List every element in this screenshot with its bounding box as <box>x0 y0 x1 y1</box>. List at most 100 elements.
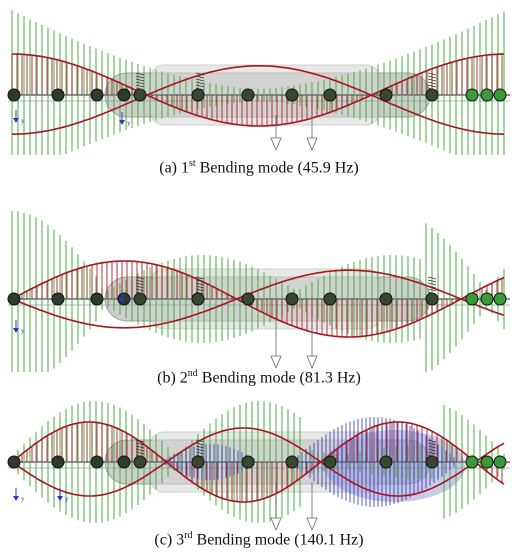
mode-caption-prefix: (c) 3 <box>154 531 185 549</box>
spring-coil <box>195 285 205 289</box>
shaft-node <box>465 292 479 306</box>
axis-triad-label: y <box>21 495 25 503</box>
shaft-node <box>90 292 104 306</box>
deformed-shape-curve-2 <box>11 427 505 497</box>
shaft-node <box>90 88 104 102</box>
mode-caption-rest: Bending mode (140.1 Hz) <box>196 531 364 549</box>
spring-coil <box>427 439 437 443</box>
mode-caption-3: (c) 3rd Bending mode (140.1 Hz) <box>0 530 518 549</box>
spring-coil <box>427 288 437 292</box>
spring-coil <box>195 78 205 82</box>
shaft-node <box>465 88 479 102</box>
spring-coil <box>195 445 205 449</box>
shaft-node <box>323 455 337 469</box>
deformed-shape-curve-2 <box>11 269 505 329</box>
spring-coil <box>135 285 145 289</box>
shaft-node <box>7 88 21 102</box>
spring-coil <box>135 81 145 85</box>
shaft-node <box>465 455 479 469</box>
mode-caption-1: (a) 1st Bending mode (45.9 Hz) <box>0 158 518 177</box>
spring-coil <box>135 276 145 280</box>
axis-triad-label: y <box>127 119 131 127</box>
load-arrow-head <box>270 517 282 532</box>
shaft-node <box>379 88 393 102</box>
mode-ordinal-suffix: nd <box>187 368 198 379</box>
mode-caption-prefix: (a) 1 <box>159 159 189 177</box>
axis-triad-label: y <box>21 327 25 335</box>
shaft-node <box>133 292 147 306</box>
spring-coil <box>195 282 205 286</box>
shaft-node <box>493 292 507 306</box>
shaft-node <box>425 455 439 469</box>
spring-coil <box>135 442 145 446</box>
mode-caption-2: (b) 2nd Bending mode (81.3 Hz) <box>0 368 518 387</box>
spring-coil <box>135 454 145 458</box>
spring-coil <box>135 75 145 79</box>
shaft-node <box>480 455 494 469</box>
spring-coil <box>427 282 437 286</box>
spring-coil <box>427 72 437 76</box>
shaft-node <box>133 455 147 469</box>
axis-triad-head <box>119 298 125 303</box>
axis-triad-label: y <box>21 117 25 125</box>
mode-caption-rest: Bending mode (45.9 Hz) <box>199 159 359 177</box>
load-arrow-head <box>306 137 318 152</box>
shaft-node <box>323 88 337 102</box>
shaft-node <box>241 88 255 102</box>
shaft-node <box>493 455 507 469</box>
spring-coil <box>195 454 205 458</box>
shaft-node <box>7 455 21 469</box>
shaft-node <box>51 455 65 469</box>
deformed-shape-curve <box>11 421 505 503</box>
axis-triad-label: y <box>65 495 69 503</box>
spring-coil <box>135 279 145 283</box>
shaft-node <box>285 88 299 102</box>
shaft-node <box>493 88 507 102</box>
spring-coil <box>195 72 205 76</box>
spring-coil <box>195 442 205 446</box>
shaft-node <box>241 455 255 469</box>
shaft-node <box>191 88 205 102</box>
spring-coil <box>135 445 145 449</box>
spring-coil <box>427 279 437 283</box>
spring-coil <box>427 454 437 458</box>
spring-coil <box>135 451 145 455</box>
spring-coil <box>427 78 437 82</box>
shaft-node <box>133 88 147 102</box>
spring-coil <box>195 291 205 295</box>
shaft-node <box>191 292 205 306</box>
spring-coil <box>195 87 205 91</box>
spring-coil <box>195 288 205 292</box>
axis-triad-head <box>13 118 19 123</box>
shaft-node <box>379 292 393 306</box>
load-arrow-head <box>270 137 282 152</box>
shaft-node <box>117 455 131 469</box>
shaft-node <box>51 292 65 306</box>
spring-coil <box>135 78 145 82</box>
spring-coil <box>195 84 205 88</box>
shaft-node <box>285 292 299 306</box>
axis-triad-head <box>13 328 19 333</box>
shaft-node <box>425 88 439 102</box>
spring-coil <box>427 276 437 280</box>
spring-coil <box>195 279 205 283</box>
axis-triad-head <box>13 496 19 501</box>
spring-coil <box>135 448 145 452</box>
mode-shape-diagram-2: yy <box>7 211 510 372</box>
spring-coil <box>135 87 145 91</box>
spring-coil <box>135 291 145 295</box>
deformed-shape-curve <box>11 260 505 338</box>
shaft-node <box>90 455 104 469</box>
load-arrow-head <box>306 355 318 370</box>
shaft-node <box>117 88 131 102</box>
shaft-node <box>480 292 494 306</box>
shaft-node <box>285 455 299 469</box>
spring-coil <box>195 276 205 280</box>
shaft-node <box>241 292 255 306</box>
spring-coil <box>427 75 437 79</box>
spring-coil <box>427 87 437 91</box>
shaft-node <box>7 292 21 306</box>
spring-coil <box>427 448 437 452</box>
